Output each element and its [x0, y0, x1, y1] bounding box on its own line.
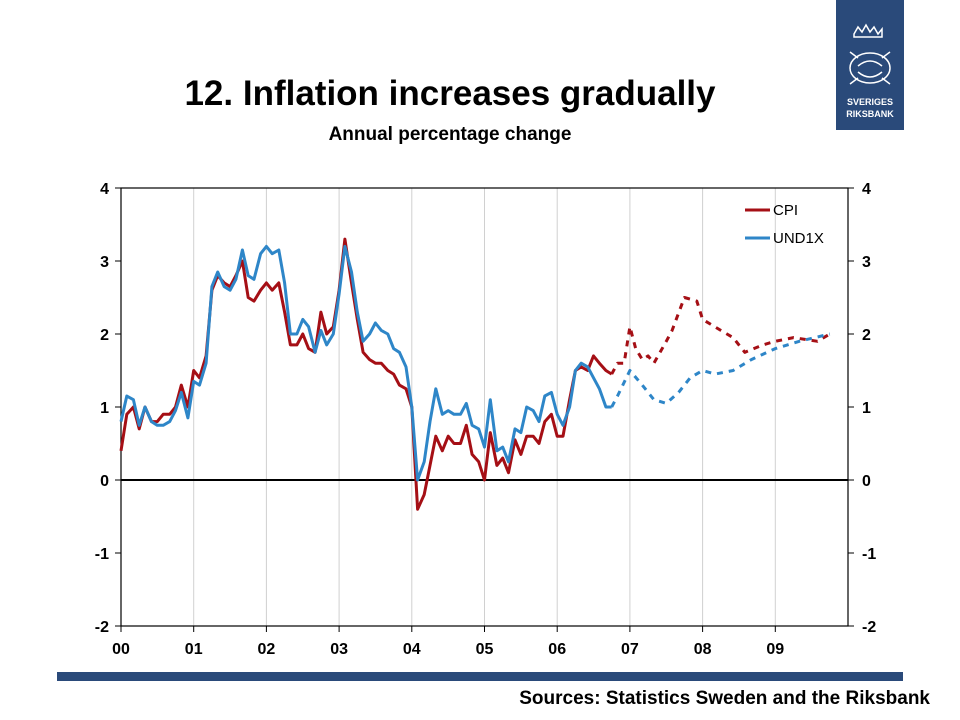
y-tick-label-right: 2	[862, 327, 871, 344]
y-tick-label-left: 2	[100, 327, 109, 344]
chart-ticks: 4 43 32 21 10 0-1 -1-2 -200 01 02 03 04 05 06 07 08 09	[95, 181, 877, 658]
y-tick-label-left: 3	[100, 254, 109, 271]
series-line-cpi	[119, 237, 613, 511]
series-line-cpi-forecast	[610, 296, 831, 375]
x-tick-label: 09	[766, 641, 784, 658]
y-tick-label-left: 0	[100, 473, 109, 490]
legend-label: CPI	[773, 202, 798, 219]
x-tick-label: 05	[476, 641, 494, 658]
x-tick-label: 00	[112, 641, 130, 658]
logo-line2: RIKSBANK	[846, 109, 894, 119]
legend-label: UND1X	[773, 230, 824, 247]
x-tick-label: 02	[258, 641, 276, 658]
x-tick-label: 04	[403, 641, 421, 658]
x-tick-label: 08	[694, 641, 712, 658]
y-tick-label-right: -1	[862, 546, 876, 563]
logo-line1: SVERIGES	[847, 97, 893, 107]
y-tick-label-left: 4	[100, 181, 109, 198]
x-tick-label: 03	[330, 641, 348, 658]
source-note: Sources: Statistics Sweden and the Riksb…	[519, 688, 930, 709]
y-tick-label-right: 4	[862, 181, 871, 198]
y-tick-label-right: 0	[862, 473, 871, 490]
chart-legend: CPI UND1X	[745, 202, 824, 247]
y-tick-label-right: 1	[862, 400, 871, 417]
page-title: 12. Inflation increases gradually	[184, 74, 716, 113]
y-tick-label-left: 1	[100, 400, 109, 417]
y-tick-label-left: -1	[95, 546, 109, 563]
y-tick-label-right: -2	[862, 619, 876, 636]
x-tick-label: 07	[621, 641, 639, 658]
x-tick-label: 01	[185, 641, 203, 658]
chart-series	[119, 237, 831, 511]
page-subtitle: Annual percentage change	[328, 124, 572, 145]
riksbank-crest-icon: SVERIGES RIKSBANK	[846, 23, 894, 119]
series-line-und1x	[119, 244, 612, 482]
x-tick-label: 06	[548, 641, 566, 658]
y-tick-label-left: -2	[95, 619, 109, 636]
y-tick-label-right: 3	[862, 254, 871, 271]
riksbank-logo: SVERIGES RIKSBANK	[836, 0, 904, 130]
footer-bar	[57, 672, 903, 681]
series-line-und1x-forecast	[610, 332, 831, 408]
